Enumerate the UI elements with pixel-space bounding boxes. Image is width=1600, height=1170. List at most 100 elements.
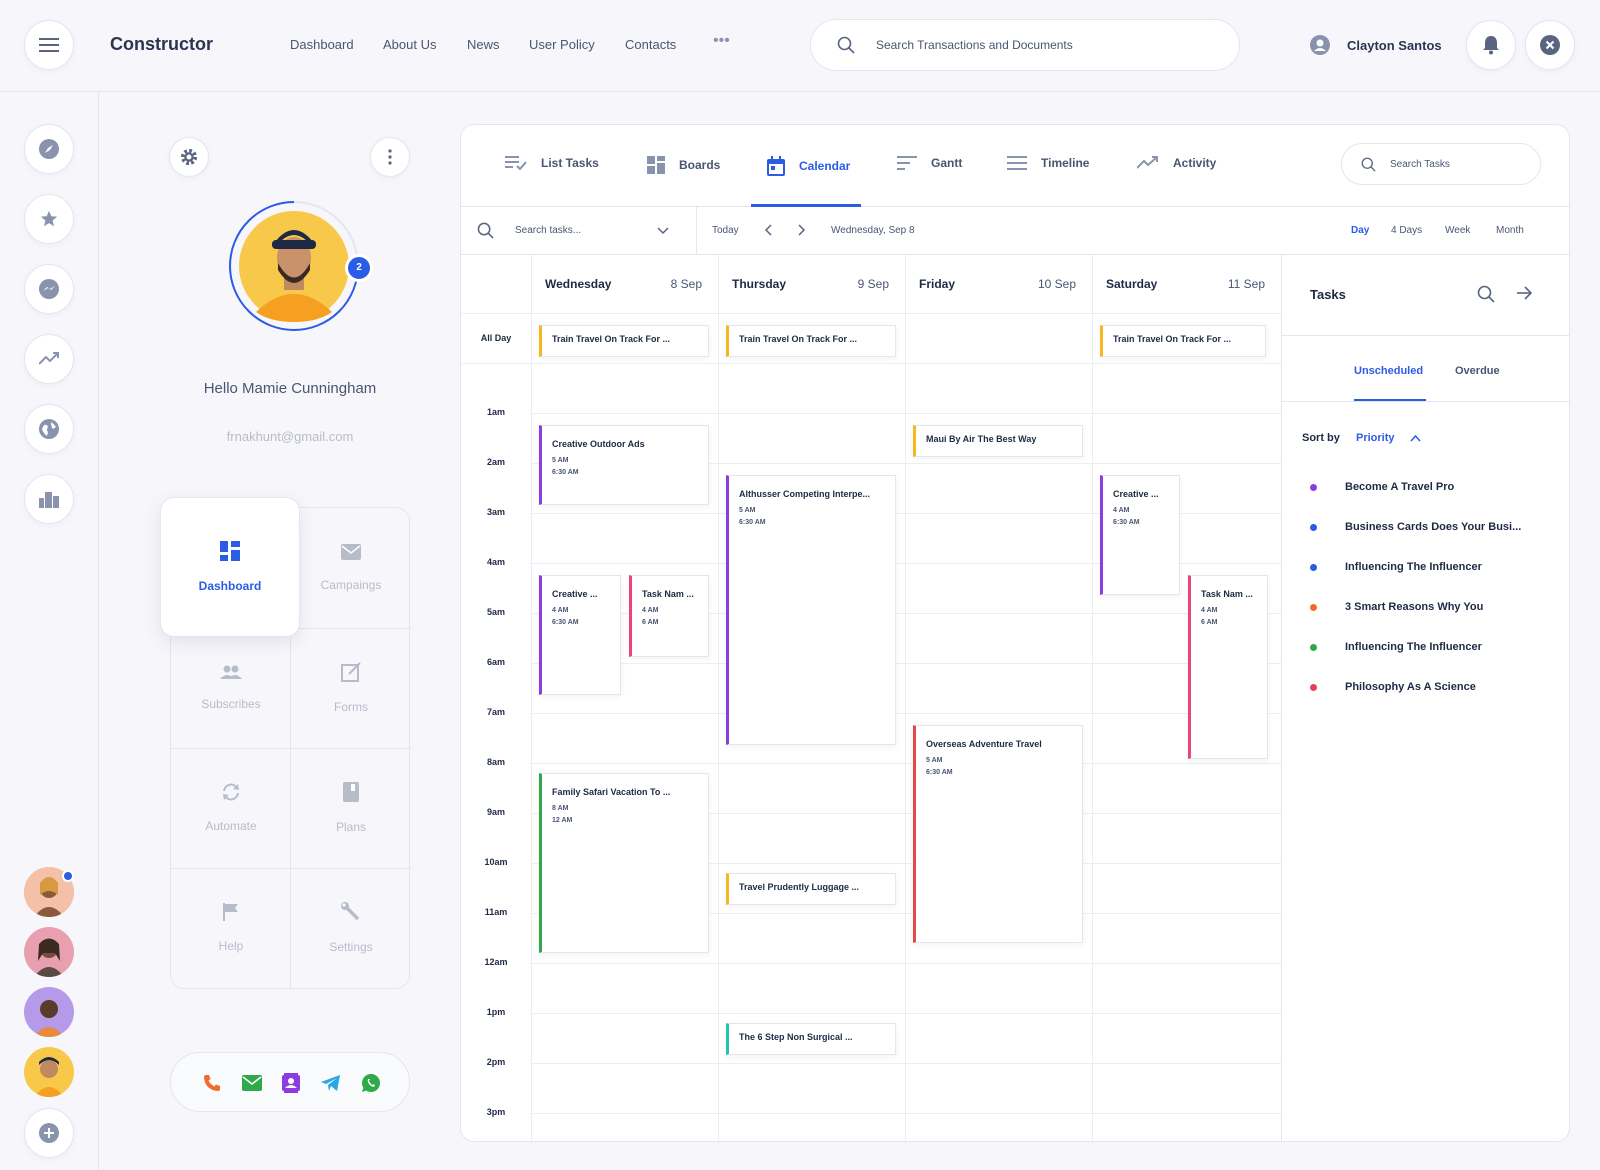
search-icon[interactable] [1477, 285, 1495, 303]
hour-label: 7am [486, 707, 505, 717]
task-item[interactable]: 3 Smart Reasons Why You [1310, 601, 1483, 613]
globe-icon [39, 419, 59, 439]
event-start: 4 AM [552, 607, 569, 614]
menu-campaings[interactable]: Campaings [291, 508, 411, 628]
grid-line [461, 313, 1281, 314]
menu-subscribes[interactable]: Subscribes [171, 628, 291, 748]
search-input[interactable]: Search Transactions and Documents [876, 38, 1073, 52]
menu-label: Forms [334, 700, 368, 714]
sort-value[interactable]: Priority [1356, 432, 1395, 444]
view-day[interactable]: Day [1351, 225, 1370, 236]
profile-more-button[interactable] [370, 137, 410, 177]
tab-boards[interactable]: Boards [647, 156, 720, 174]
chevron-up-icon[interactable] [1410, 435, 1421, 442]
task-label: Influencing The Influencer [1345, 641, 1482, 653]
search-icon [477, 222, 494, 239]
search-tasks-box[interactable]: Search Tasks [1341, 143, 1541, 185]
tab-gantt[interactable]: Gantt [897, 156, 962, 170]
allday-event[interactable]: Train Travel On Track For ... [726, 325, 896, 357]
notifications-button[interactable] [1466, 20, 1516, 70]
profile-settings-button[interactable] [169, 137, 209, 177]
task-label: 3 Smart Reasons Why You [1345, 601, 1484, 613]
close-button[interactable] [1525, 20, 1575, 70]
contact-avatar-4[interactable] [24, 1047, 74, 1097]
task-label: Philosophy As A Science [1345, 681, 1476, 693]
sidebar-analytics-button[interactable] [24, 334, 74, 384]
allday-event[interactable]: Train Travel On Track For ... [539, 325, 709, 357]
sidebar-messenger-button[interactable] [24, 264, 74, 314]
calendar-event[interactable]: The 6 Step Non Surgical ... [726, 1023, 896, 1055]
calendar-event[interactable]: Creative ... 4 AM 6:30 AM [539, 575, 621, 695]
arrow-right-icon[interactable] [1517, 286, 1533, 300]
whatsapp-icon[interactable] [361, 1073, 381, 1093]
contacts-icon[interactable] [282, 1073, 300, 1093]
nav-user-policy[interactable]: User Policy [529, 37, 595, 52]
profile-avatar[interactable] [228, 200, 360, 332]
contact-actions-bar [170, 1052, 410, 1112]
menu-help[interactable]: Help [171, 868, 291, 988]
chevron-down-icon[interactable] [657, 227, 669, 235]
user-avatar-icon[interactable] [1310, 35, 1330, 55]
tab-unscheduled[interactable]: Unscheduled [1354, 365, 1424, 377]
today-button[interactable]: Today [712, 225, 739, 236]
global-search[interactable]: Search Transactions and Documents [810, 19, 1240, 71]
people-icon [220, 665, 242, 679]
tab-activity[interactable]: Activity [1137, 156, 1216, 170]
telegram-icon[interactable] [321, 1074, 341, 1092]
day-name: Saturday [1106, 277, 1158, 291]
contact-avatar-3[interactable] [24, 987, 74, 1037]
mail-icon[interactable] [242, 1075, 262, 1091]
calendar-event[interactable]: Creative Outdoor Ads 5 AM 6:30 AM [539, 425, 709, 505]
tab-calendar[interactable]: Calendar [767, 156, 850, 176]
menu-forms[interactable]: Forms [291, 628, 411, 748]
chevron-left-icon[interactable] [764, 224, 772, 236]
sidebar-explore-button[interactable] [24, 124, 74, 174]
sidebar-city-button[interactable] [24, 474, 74, 524]
phone-icon[interactable] [203, 1074, 221, 1092]
tab-overdue[interactable]: Overdue [1455, 365, 1500, 377]
calendar-event[interactable]: Overseas Adventure Travel 5 AM 6:30 AM [913, 725, 1083, 943]
calendar-event[interactable]: Task Nam ... 4 AM 6 AM [1188, 575, 1268, 759]
chevron-right-icon[interactable] [798, 224, 806, 236]
calendar-event[interactable]: Creative ... 4 AM 6:30 AM [1100, 475, 1180, 595]
tab-timeline[interactable]: Timeline [1007, 156, 1089, 170]
task-search-input[interactable]: Search tasks... [515, 225, 582, 236]
task-item[interactable]: Influencing The Influencer [1310, 561, 1482, 573]
user-name[interactable]: Clayton Santos [1347, 38, 1442, 53]
contact-avatar-2[interactable] [24, 927, 74, 977]
calendar-event[interactable]: Althusser Competing Interpe... 5 AM 6:30 A… [726, 475, 896, 745]
task-item[interactable]: Become A Travel Pro [1310, 481, 1454, 493]
menu-automate[interactable]: Automate [171, 748, 291, 868]
hour-label: 6am [486, 657, 505, 667]
menu-label: Subscribes [201, 697, 261, 711]
allday-event[interactable]: Train Travel On Track For ... [1100, 325, 1266, 357]
task-item[interactable]: Business Cards Does Your Busi... [1310, 521, 1521, 533]
add-contact-button[interactable] [24, 1108, 74, 1158]
tab-list-tasks[interactable]: List Tasks [505, 156, 599, 170]
calendar-event[interactable]: Family Safari Vacation To ... 8 AM 12 AM [539, 773, 709, 953]
calendar-event[interactable]: Task Nam ... 4 AM 6 AM [629, 575, 709, 657]
nav-news[interactable]: News [467, 37, 500, 52]
calendar-event[interactable]: Maui By Air The Best Way [913, 425, 1083, 457]
task-item[interactable]: Influencing The Influencer [1310, 641, 1482, 653]
search-tasks-input[interactable]: Search Tasks [1390, 159, 1450, 170]
nav-contacts[interactable]: Contacts [625, 37, 677, 52]
trending-up-icon [1137, 156, 1158, 169]
sidebar-favorites-button[interactable] [24, 194, 74, 244]
view-4-days[interactable]: 4 Days [1391, 225, 1423, 236]
menu-plans[interactable]: Plans [291, 748, 411, 868]
view-month[interactable]: Month [1496, 225, 1524, 236]
hamburger-menu-button[interactable] [24, 20, 74, 70]
view-week[interactable]: Week [1445, 225, 1471, 236]
avatar-portrait-icon [229, 201, 359, 331]
more-nav-icon[interactable]: ••• [713, 32, 730, 49]
nav-about-us[interactable]: About Us [383, 37, 437, 52]
menu-label: Campaings [320, 578, 382, 592]
calendar-event[interactable]: Travel Prudently Luggage ... [726, 873, 896, 905]
nav-dashboard[interactable]: Dashboard [290, 37, 354, 52]
menu-dashboard[interactable]: Dashboard [160, 497, 300, 637]
menu-settings[interactable]: Settings [291, 868, 411, 988]
sidebar-globe-button[interactable] [24, 404, 74, 454]
grid-line [531, 613, 1281, 614]
task-item[interactable]: Philosophy As A Science [1310, 681, 1476, 693]
